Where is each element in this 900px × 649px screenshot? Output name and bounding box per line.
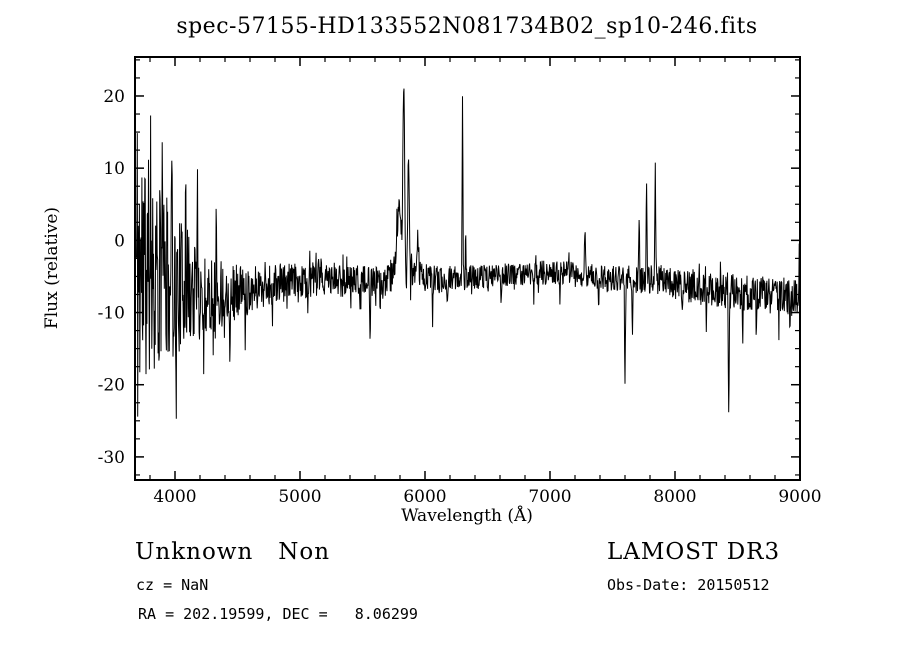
obsdate-label: Obs-Date: 20150512: [607, 576, 770, 594]
spectrum-line: [136, 88, 800, 419]
x-tick-label: 4000: [153, 487, 196, 507]
plot-box: [134, 56, 801, 481]
y-tick-label: -10: [98, 304, 125, 324]
y-tick-label: -30: [98, 448, 125, 468]
x-tick-label: 6000: [403, 487, 446, 507]
x-tick-label: 8000: [653, 487, 696, 507]
y-tick-label: 20: [103, 87, 125, 107]
x-axis-label: Wavelength (Å): [401, 505, 533, 526]
plot-axes: 4000 5000 6000 7000 8000 9000 -30 -20 -10 0 10 20: [98, 56, 822, 507]
y-tick-label: -20: [98, 376, 125, 396]
x-tick-label: 7000: [528, 487, 571, 507]
chart-title: spec-57155-HD133552N081734B02_sp10-246.f…: [176, 14, 757, 39]
survey-label: LAMOST DR3: [607, 539, 780, 565]
y-tick-label: 10: [103, 159, 125, 179]
y-axis-label: Flux (relative): [42, 207, 62, 329]
x-tick-label: 5000: [278, 487, 321, 507]
x-tick-label: 9000: [778, 487, 821, 507]
radec-label: RA = 202.19599, DEC = 8.06299: [138, 605, 418, 623]
spectrum-series: [136, 88, 800, 419]
y-tick-label: 0: [114, 231, 125, 251]
cz-label: cz = NaN: [136, 576, 208, 594]
class-label: Unknown Non: [135, 539, 330, 565]
